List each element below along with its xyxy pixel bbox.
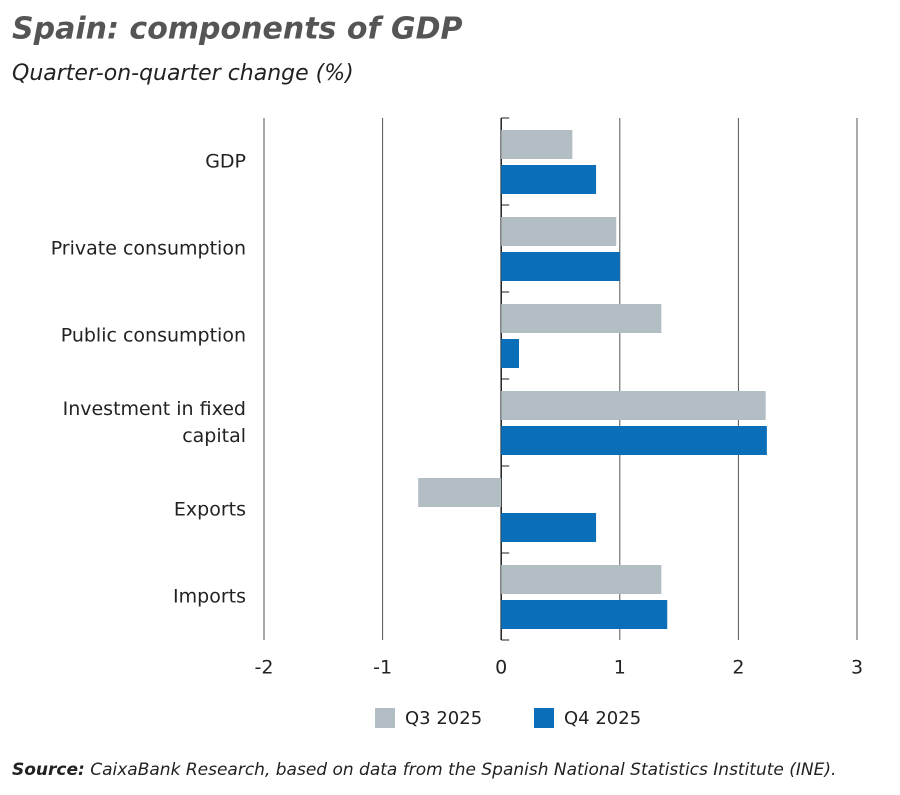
chart-subtitle: Quarter-on-quarter change (%) (12, 61, 354, 86)
x-tick-label: 1 (614, 657, 626, 679)
chart-title: Spain: components of GDP (12, 12, 462, 47)
bar (501, 165, 597, 194)
bar (501, 565, 662, 594)
bar (501, 600, 668, 629)
source-label: Source: (12, 760, 85, 780)
source-text: CaixaBank Research, based on data from t… (90, 760, 836, 780)
x-tick-label: 2 (732, 657, 744, 679)
y-tick-label: GDP (205, 150, 246, 172)
x-tick-label: -2 (255, 657, 274, 679)
y-tick-label: Private consumption (50, 237, 246, 259)
x-tick-label: 0 (495, 657, 507, 679)
legend-label: Q4 2025 (564, 708, 641, 729)
y-tick-label: Investment in fixed capital (62, 397, 246, 447)
x-tick-label: 3 (851, 657, 863, 679)
bar (501, 217, 617, 246)
y-tick-label: Imports (173, 585, 246, 607)
bar (501, 304, 662, 333)
legend-swatch (534, 708, 554, 728)
legend-label: Q3 2025 (405, 708, 482, 729)
bar (501, 252, 620, 281)
bar (501, 426, 767, 455)
bar (501, 513, 597, 542)
legend-swatch (375, 708, 395, 728)
source: Source: CaixaBank Research, based on dat… (12, 760, 836, 780)
bar (501, 130, 573, 159)
y-tick-label: Exports (173, 498, 246, 520)
y-tick-label: Public consumption (60, 324, 246, 346)
bar (418, 478, 502, 507)
bar (501, 391, 766, 420)
bar (501, 339, 519, 368)
x-tick-label: -1 (373, 657, 392, 679)
